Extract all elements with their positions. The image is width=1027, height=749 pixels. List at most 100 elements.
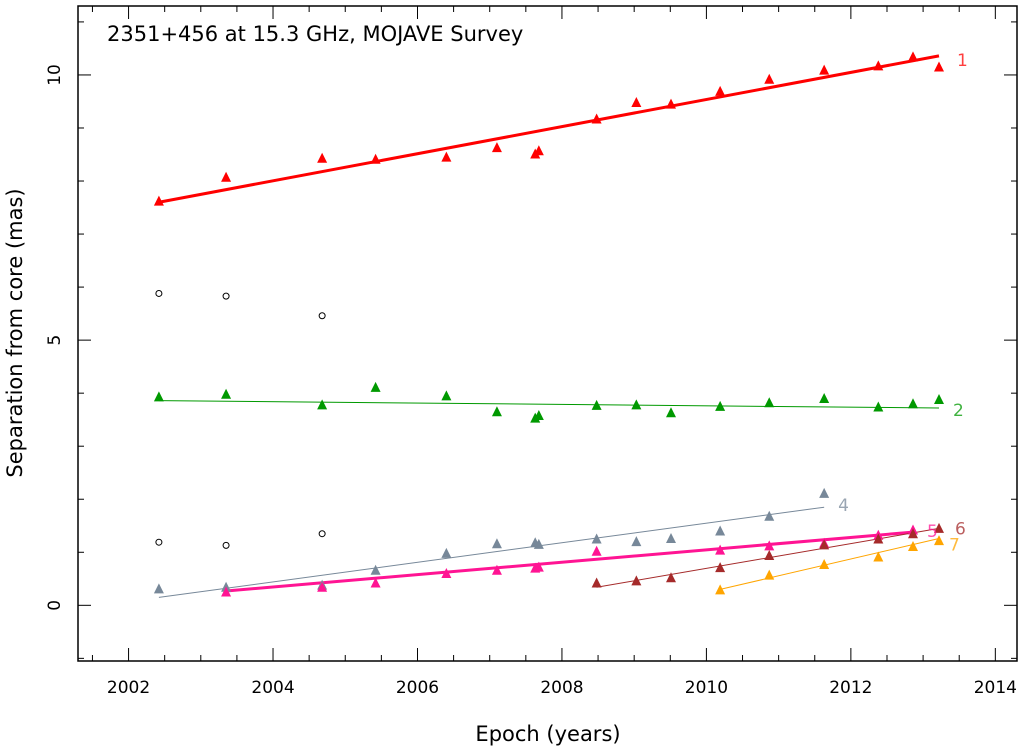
series-label-2: 2 (953, 401, 964, 421)
point-component-2 (819, 392, 830, 403)
fit-line-component-7 (720, 537, 940, 590)
point-component-1 (221, 171, 232, 182)
point-component-1 (491, 142, 502, 153)
point-component-2 (491, 406, 502, 417)
point-component-6 (873, 533, 884, 544)
point-component-7 (764, 569, 775, 580)
point-component-5 (715, 544, 726, 555)
point-unassociated (318, 530, 326, 538)
point-component-2 (221, 388, 232, 399)
point-component-2 (591, 399, 602, 410)
point-unassociated (155, 289, 163, 297)
x-tick-label: 2002 (107, 678, 150, 698)
tick-labels: 2002 2004 2006 2008 2010 2012 2014 0 5 10 (45, 64, 1017, 698)
point-component-5 (441, 567, 452, 578)
point-component-7 (907, 540, 918, 551)
point-component-6 (764, 549, 775, 560)
point-unassociated (318, 312, 326, 320)
point-component-7 (819, 558, 830, 569)
point-component-1 (907, 51, 918, 62)
series-label-6: 6 (955, 519, 966, 539)
point-component-6 (591, 577, 602, 588)
point-component-1 (819, 64, 830, 75)
point-component-4 (491, 538, 502, 549)
point-component-4 (370, 564, 381, 575)
point-component-1 (591, 113, 602, 124)
fit-line-component-4 (158, 506, 825, 598)
y-tick-label: 0 (45, 600, 65, 611)
fit-line-component-2 (158, 400, 939, 409)
point-component-1 (873, 60, 884, 71)
x-tick-label: 2008 (540, 678, 583, 698)
point-component-1 (441, 151, 452, 162)
x-tick-label: 2014 (974, 678, 1017, 698)
point-component-5 (591, 545, 602, 556)
point-component-1 (715, 85, 726, 96)
point-component-7 (933, 535, 944, 546)
point-component-4 (715, 525, 726, 536)
point-component-2 (631, 399, 642, 410)
point-component-5 (491, 564, 502, 575)
y-tick-label: 10 (45, 64, 65, 86)
point-component-2 (317, 399, 328, 410)
point-component-2 (441, 390, 452, 401)
point-component-4 (764, 510, 775, 521)
point-unassociated (222, 541, 230, 549)
point-unassociated (222, 292, 230, 300)
point-component-4 (153, 583, 164, 594)
series-labels: 1 2 4 5 67 (838, 51, 968, 556)
series-label-4: 4 (838, 496, 849, 516)
fit-lines (158, 54, 940, 598)
point-component-2 (907, 398, 918, 409)
point-component-2 (764, 397, 775, 408)
point-component-2 (370, 381, 381, 392)
x-tick-label: 2004 (251, 678, 294, 698)
point-component-6 (715, 562, 726, 573)
point-component-1 (764, 73, 775, 84)
fit-line-component-5 (225, 530, 914, 593)
point-component-1 (533, 145, 544, 156)
chart-title: 2351+456 at 15.3 GHz, MOJAVE Survey (107, 22, 523, 46)
point-component-2 (715, 400, 726, 411)
x-axis-label: Epoch (years) (475, 722, 620, 746)
axis-ticks (78, 6, 1017, 661)
point-component-2 (873, 401, 884, 412)
data-points (153, 51, 944, 597)
point-component-4 (819, 487, 830, 498)
point-component-6 (907, 528, 918, 539)
point-component-5 (317, 581, 328, 592)
point-component-2 (533, 409, 544, 420)
point-component-4 (631, 536, 642, 547)
point-component-1 (153, 195, 164, 206)
point-component-4 (533, 538, 544, 549)
point-component-7 (715, 584, 726, 595)
point-component-5 (221, 586, 232, 597)
point-component-4 (591, 533, 602, 544)
x-tick-label: 2010 (685, 678, 728, 698)
point-component-4 (441, 547, 452, 558)
series-label-1: 1 (957, 51, 968, 71)
point-component-1 (631, 97, 642, 108)
x-tick-label: 2012 (829, 678, 872, 698)
point-component-2 (153, 391, 164, 402)
point-component-6 (666, 572, 677, 583)
point-component-5 (764, 540, 775, 551)
point-component-7 (873, 551, 884, 562)
point-component-5 (533, 561, 544, 572)
point-component-1 (317, 152, 328, 163)
fit-line-component-1 (158, 54, 940, 204)
y-axis-label: Separation from core (mas) (3, 188, 27, 477)
point-component-1 (933, 61, 944, 72)
point-component-6 (631, 575, 642, 586)
point-component-6 (819, 539, 830, 550)
point-component-5 (370, 577, 381, 588)
point-component-2 (933, 394, 944, 405)
point-component-1 (666, 98, 677, 109)
point-component-4 (666, 532, 677, 543)
series-label-5: 5 (927, 522, 938, 542)
point-component-6 (933, 522, 944, 533)
point-component-2 (666, 407, 677, 418)
y-tick-label: 5 (45, 335, 65, 346)
point-unassociated (155, 538, 163, 546)
